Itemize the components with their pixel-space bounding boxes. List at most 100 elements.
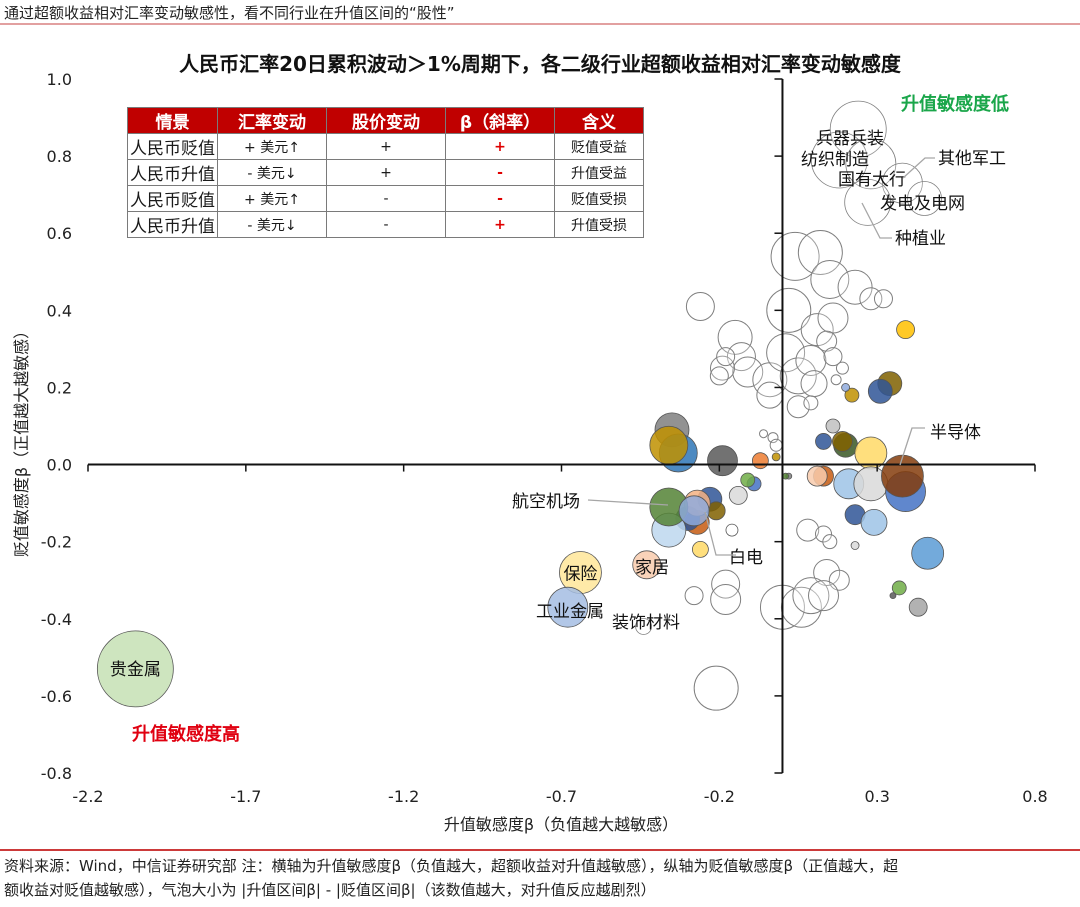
bubble-hollow	[796, 518, 820, 542]
bubble-hollow	[767, 432, 779, 444]
axes	[87, 78, 1036, 774]
bubble-labeled	[882, 162, 923, 204]
source-line-2: 额收益对贬值越敏感），气泡大小为 |升值区间β| - |贬值区间β|（该数值越大…	[4, 881, 656, 899]
bubble-hollow	[823, 347, 843, 367]
bubble-label: 家居	[635, 558, 669, 578]
bubble-labeled	[547, 586, 589, 628]
y-tick-label: 0.6	[47, 224, 72, 243]
bubble-hollow	[817, 302, 849, 334]
bubble-label: 贵金属	[110, 660, 161, 680]
cell-meaning: 贬值受损	[554, 185, 644, 212]
bubble	[889, 592, 897, 600]
bubble	[841, 383, 850, 392]
y-axis-tick-labels: 1.0 0.8 0.6 0.4 0.2 0.0 -0.2 -0.4 -0.6 -0.8	[41, 70, 72, 783]
bubble-hollow	[779, 357, 817, 395]
scenario-table: 情景 汇率变动 股价变动 β（斜率） 含义 人民币贬值 + 美元↑ + + 贬值…	[127, 107, 644, 238]
bubble-hollow	[693, 665, 739, 711]
table-row: 人民币升值 - 美元↓ + - 升值受益	[127, 159, 644, 186]
bubble-labeled	[844, 178, 892, 226]
bubble-hollow	[716, 347, 736, 367]
bubble-chart: 人民币汇率20日累积波动＞1%周期下，各二级行业超额收益相对汇率变动敏感度 1.…	[12, 52, 1048, 834]
bubble-hollow	[822, 534, 838, 550]
col-header-beta: β（斜率）	[445, 107, 555, 134]
bubble-hollow	[837, 269, 873, 305]
report-caption: 通过超额收益相对汇率变动敏感性，看不同行业在升值区间的“股性”	[4, 4, 455, 22]
bubble-label: 白电	[729, 548, 763, 568]
cell-fx: - 美元↓	[217, 159, 327, 186]
bubble-hollow	[800, 370, 828, 398]
bubble-hollow	[717, 319, 753, 355]
bubble	[725, 523, 739, 537]
x-tick-label: 0.8	[1022, 787, 1047, 806]
cell-beta: +	[445, 133, 555, 160]
bubble-hollow	[726, 342, 756, 372]
bubble-hollow	[873, 289, 893, 309]
cell-fx: + 美元↑	[217, 133, 327, 160]
col-header-fx-change: 汇率变动	[217, 107, 327, 134]
bubble	[891, 580, 907, 596]
bubble-labeled	[907, 181, 942, 216]
bubble-hollow	[830, 374, 842, 386]
x-tick-label: -1.2	[388, 787, 419, 806]
bubble	[908, 597, 928, 617]
bubble	[911, 536, 945, 570]
bubble-label: 兵器兵装	[816, 129, 884, 149]
x-axis-label: 升值敏感度β（负值越大越敏感）	[444, 815, 678, 834]
bubble-hollow	[685, 291, 715, 321]
bubble-hollow	[797, 230, 843, 275]
bubble	[815, 433, 832, 450]
y-tick-label: 0.8	[47, 147, 72, 166]
bubble-hollow	[795, 344, 827, 376]
y-tick-label: -0.4	[41, 610, 72, 629]
table-row: 人民币贬值 + 美元↑ - - 贬值受损	[127, 185, 644, 212]
bubble-hollow	[732, 356, 764, 388]
bubble-hollow	[813, 559, 841, 587]
bubble-labeled	[96, 630, 174, 708]
x-axis-tick-labels: -2.2 -1.7 -1.2 -0.7 -0.2 0.3 0.8	[72, 787, 1047, 806]
bubble-hollow	[816, 330, 838, 352]
bubble-labeled	[829, 100, 887, 158]
bubble-label: 纺织制造	[801, 150, 869, 170]
cell-meaning: 贬值受益	[554, 133, 644, 160]
bubble-labeled	[632, 550, 662, 580]
bubble-hollow	[780, 586, 822, 628]
col-header-meaning: 含义	[554, 107, 644, 134]
cell-scenario: 人民币升值	[127, 211, 218, 238]
cell-scenario: 人民币贬值	[127, 185, 218, 212]
bubble-label: 其他军工	[938, 149, 1006, 169]
cell-fx: - 美元↓	[217, 211, 327, 238]
bubble-hollow	[808, 580, 840, 612]
annotation-high-sensitivity: 升值敏感度高	[132, 723, 240, 745]
bubble-hollow	[803, 395, 819, 411]
y-tick-label: 0.4	[47, 301, 72, 320]
y-tick-label: 1.0	[47, 70, 72, 89]
bubble-label: 国有大行	[838, 170, 906, 190]
x-tick-label: -0.7	[546, 787, 577, 806]
cell-meaning: 升值受损	[554, 211, 644, 238]
cell-fx: + 美元↑	[217, 185, 327, 212]
bubble-label: 装饰材料	[612, 613, 680, 633]
bubble	[832, 431, 853, 452]
header-divider	[0, 23, 1080, 25]
col-header-price-change: 股价变动	[326, 107, 446, 134]
bubble	[867, 378, 893, 404]
col-header-scenario: 情景	[127, 107, 218, 134]
bubble	[649, 425, 689, 465]
y-tick-label: 0.0	[47, 456, 72, 475]
bubble-hollow	[835, 361, 849, 375]
bubble	[728, 485, 748, 505]
bubble-hollow	[766, 333, 806, 373]
bubble-label: 航空机场	[512, 492, 580, 512]
bubble	[740, 472, 756, 488]
bubble-label: 工业金属	[536, 602, 604, 622]
bubble	[825, 418, 841, 434]
bubble-hollow	[769, 438, 783, 452]
table-row: 人民币贬值 + 美元↑ + + 贬值受益	[127, 133, 644, 160]
bubble	[850, 541, 860, 550]
y-tick-label: -0.2	[41, 533, 72, 552]
filled-bubbles	[96, 100, 945, 708]
x-tick-label: -2.2	[72, 787, 103, 806]
bubble-label: 发电及电网	[880, 194, 965, 214]
cell-price: -	[326, 185, 446, 212]
